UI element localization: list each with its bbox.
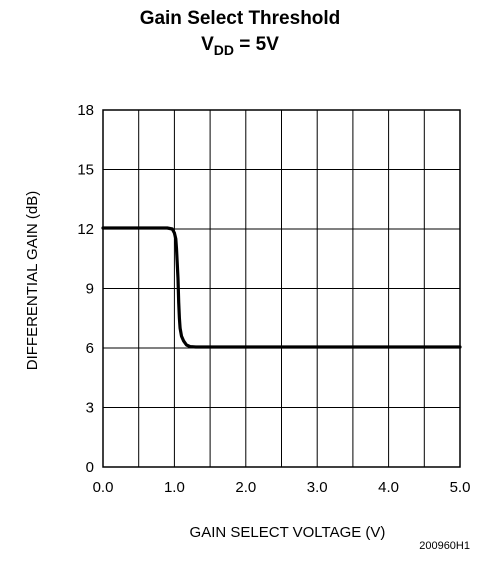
x-tick-labels: 0.0 1.0 2.0 3.0 4.0 5.0 — [93, 479, 471, 496]
title-vdd-main: V — [201, 34, 214, 55]
y-tick-label: 9 — [86, 281, 94, 298]
chart-title-line1: Gain Select Threshold — [139, 8, 341, 29]
x-tick-label: 5.0 — [450, 479, 471, 496]
x-axis-label: GAIN SELECT VOLTAGE (V) — [190, 524, 386, 541]
plot-area-border — [102, 109, 461, 468]
title-vdd-subscript: DD — [213, 42, 234, 58]
series-group — [101, 226, 462, 349]
chart-title-line2: VDD = 5V — [0, 34, 480, 58]
x-tick-label: 3.0 — [307, 479, 328, 496]
y-tick-label: 12 — [77, 221, 94, 238]
series-line — [101, 226, 462, 349]
x-tick-label: 0.0 — [93, 479, 114, 496]
plot-frame — [102, 109, 461, 468]
title-vdd-value: = 5V — [234, 34, 279, 55]
x-tick-label: 1.0 — [164, 479, 185, 496]
y-tick-labels: 0 3 6 9 12 15 18 — [77, 102, 94, 476]
figure-id: 200960H1 — [419, 540, 470, 552]
x-tick-label: 2.0 — [235, 479, 256, 496]
y-tick-label: 18 — [77, 102, 94, 119]
x-tick-label: 4.0 — [378, 479, 399, 496]
y-tick-label: 3 — [86, 400, 94, 417]
grid-lines — [103, 110, 460, 467]
y-tick-label: 15 — [77, 162, 94, 179]
y-tick-label: 6 — [86, 340, 94, 357]
y-tick-label: 0 — [86, 459, 94, 476]
y-axis-label: DIFFERENTIAL GAIN (dB) — [24, 191, 41, 370]
